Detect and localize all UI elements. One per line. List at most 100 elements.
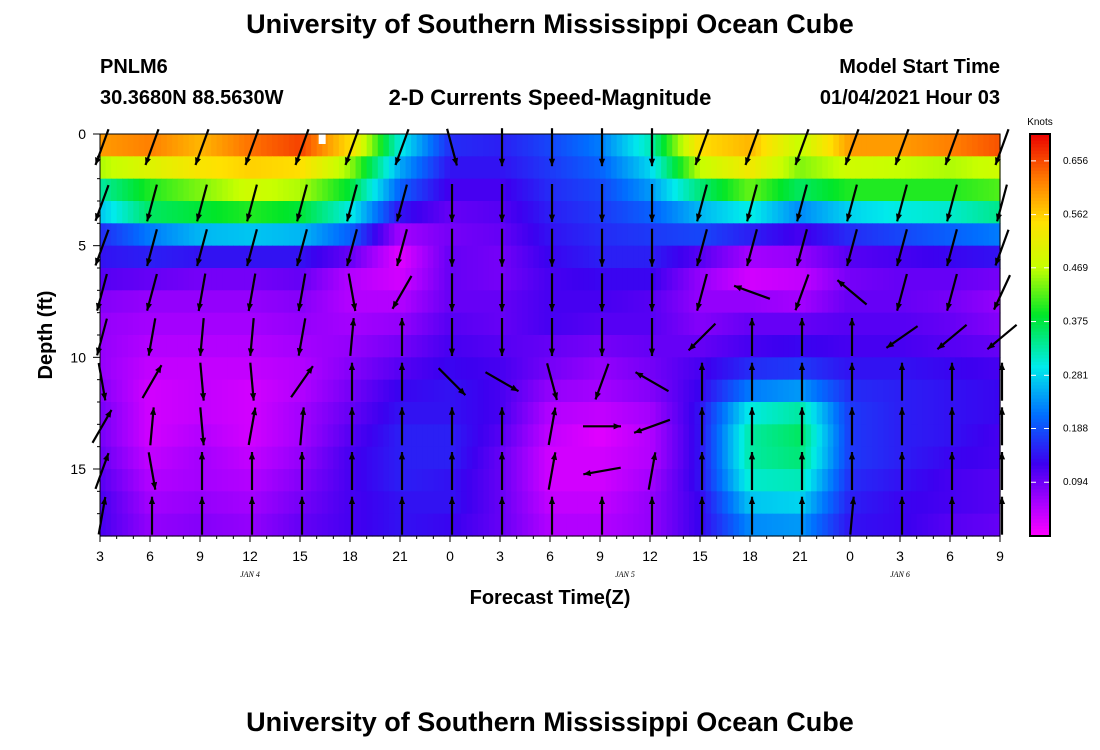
heatmap-cell: [427, 357, 434, 381]
heatmap-cell: [305, 513, 312, 537]
heatmap-cell: [750, 245, 757, 269]
heatmap-cell: [344, 156, 351, 180]
heatmap-cell: [627, 379, 634, 403]
arrow-head: [898, 452, 906, 460]
heatmap-cell: [233, 491, 240, 515]
heatmap-cell: [488, 513, 496, 537]
heatmap-cell: [338, 402, 346, 425]
heatmap-cell: [305, 469, 312, 492]
heatmap-cell: [177, 379, 184, 403]
heatmap-cell: [172, 134, 179, 157]
heatmap-cell: [944, 357, 951, 381]
heatmap-cell: [633, 379, 640, 403]
heatmap-cell: [177, 357, 184, 381]
heatmap-cell: [611, 223, 618, 247]
heatmap-cell: [522, 223, 529, 247]
heatmap-cell: [872, 446, 879, 470]
heatmap-cell: [933, 201, 940, 224]
heatmap-cell: [705, 491, 712, 515]
heatmap-cell: [966, 357, 973, 381]
heatmap-cell: [861, 201, 868, 224]
heatmap-cell: [155, 469, 162, 492]
heatmap-cell: [950, 156, 957, 180]
heatmap-cell: [505, 424, 512, 448]
heatmap-cell: [816, 223, 823, 247]
heatmap-cell: [783, 402, 790, 425]
heatmap-cell: [150, 357, 157, 381]
heatmap-cell: [822, 513, 829, 537]
heatmap-cell: [622, 335, 629, 358]
heatmap-cell: [338, 134, 346, 157]
heatmap-cell: [766, 469, 773, 492]
heatmap-cell: [138, 491, 146, 515]
heatmap-cell: [594, 268, 601, 291]
heatmap-cell: [694, 335, 701, 358]
heatmap-cell: [716, 201, 723, 224]
current-vector-arrow: [744, 128, 760, 166]
heatmap-cell: [572, 156, 579, 180]
heatmap-cell: [688, 290, 696, 314]
heatmap-cell: [150, 312, 157, 336]
heatmap-cell: [522, 491, 529, 515]
heatmap-cell: [644, 290, 651, 314]
heatmap-cell: [833, 469, 840, 492]
heatmap-cell: [777, 469, 784, 492]
heatmap-cell: [894, 312, 901, 336]
arrow-head: [398, 318, 406, 326]
heatmap-cell: [766, 201, 773, 224]
current-vector-arrow: [994, 229, 1010, 266]
heatmap-cell: [727, 469, 734, 492]
heatmap-cell: [577, 469, 584, 492]
heatmap-cell: [422, 469, 429, 492]
heatmap-cell: [738, 201, 746, 224]
heatmap-cell: [955, 245, 962, 269]
current-vector-arrow: [944, 128, 960, 166]
heatmap-cell: [688, 178, 696, 202]
heatmap-cell: [377, 134, 384, 157]
heatmap-cell: [705, 201, 712, 224]
heatmap-cell: [677, 469, 684, 492]
heatmap-cell: [911, 335, 918, 358]
heatmap-cell: [494, 335, 501, 358]
heatmap-cell: [611, 357, 618, 381]
arrow-head: [458, 387, 466, 396]
heatmap-cell: [677, 290, 684, 314]
heatmap-cell: [777, 201, 784, 224]
heatmap-cell: [711, 201, 718, 224]
heatmap-cell: [155, 424, 162, 448]
heatmap-cell: [494, 469, 501, 492]
arrow-head: [249, 393, 257, 401]
heatmap-cell: [661, 178, 668, 202]
heatmap-cell: [333, 446, 340, 470]
heatmap-cell: [927, 201, 934, 224]
heatmap-cell: [761, 357, 768, 381]
heatmap-cell: [227, 134, 234, 157]
heatmap-cell: [494, 402, 501, 425]
heatmap-cell: [400, 245, 407, 269]
heatmap-cell: [883, 424, 890, 448]
heatmap-cell: [272, 245, 279, 269]
heatmap-cell: [650, 402, 657, 425]
heatmap-cell: [433, 245, 440, 269]
heatmap-cell: [222, 379, 229, 403]
heatmap-cell: [505, 134, 512, 157]
heatmap-cell: [766, 134, 773, 157]
heatmap-cell: [255, 134, 262, 157]
heatmap-cell: [944, 268, 951, 291]
heatmap-cell: [583, 469, 590, 492]
heatmap-cell: [455, 201, 462, 224]
heatmap-cell: [305, 134, 312, 157]
heatmap-cell: [433, 513, 440, 537]
heatmap-cell: [516, 156, 523, 180]
heatmap-cell: [866, 312, 873, 336]
arrow-head: [698, 407, 706, 415]
heatmap-cell: [738, 469, 746, 492]
heatmap-cell: [316, 201, 323, 224]
current-vector-arrow: [598, 184, 606, 222]
heatmap-cell: [711, 178, 718, 202]
heatmap-cell: [466, 379, 473, 403]
heatmap-cell: [772, 268, 779, 291]
heatmap-cell: [555, 335, 562, 358]
arrow-head: [396, 258, 402, 266]
heatmap-cell: [861, 156, 868, 180]
